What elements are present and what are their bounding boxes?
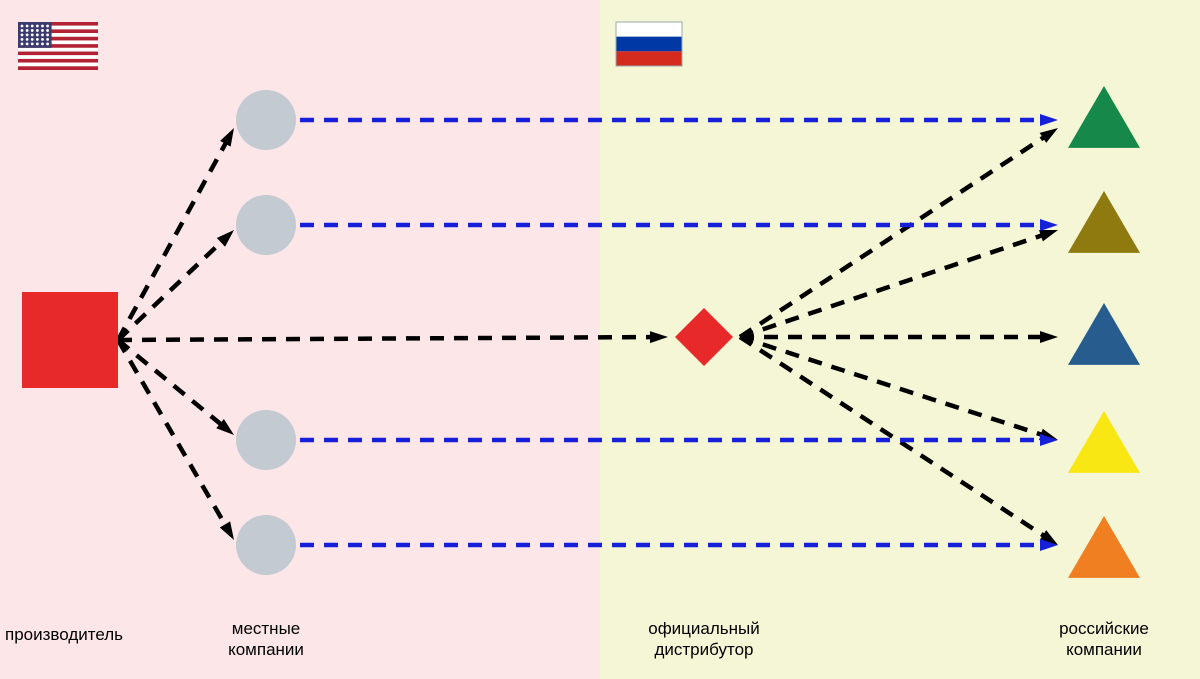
label-distributor: официальный дистрибутор xyxy=(648,618,760,661)
node-local-company xyxy=(236,410,296,470)
flag-russia xyxy=(616,22,682,66)
node-producer xyxy=(22,292,118,388)
node-local-company xyxy=(236,515,296,575)
flag-usa xyxy=(18,22,98,70)
label-producer: производитель xyxy=(5,624,123,645)
diagram-root: производитель местные компании официальн… xyxy=(0,0,1200,679)
node-local-company xyxy=(236,195,296,255)
arrow-line xyxy=(118,337,657,340)
node-local-company xyxy=(236,90,296,150)
label-local: местные компании xyxy=(228,618,304,661)
label-russian: российские компании xyxy=(1059,618,1149,661)
diagram-svg xyxy=(0,0,1200,679)
